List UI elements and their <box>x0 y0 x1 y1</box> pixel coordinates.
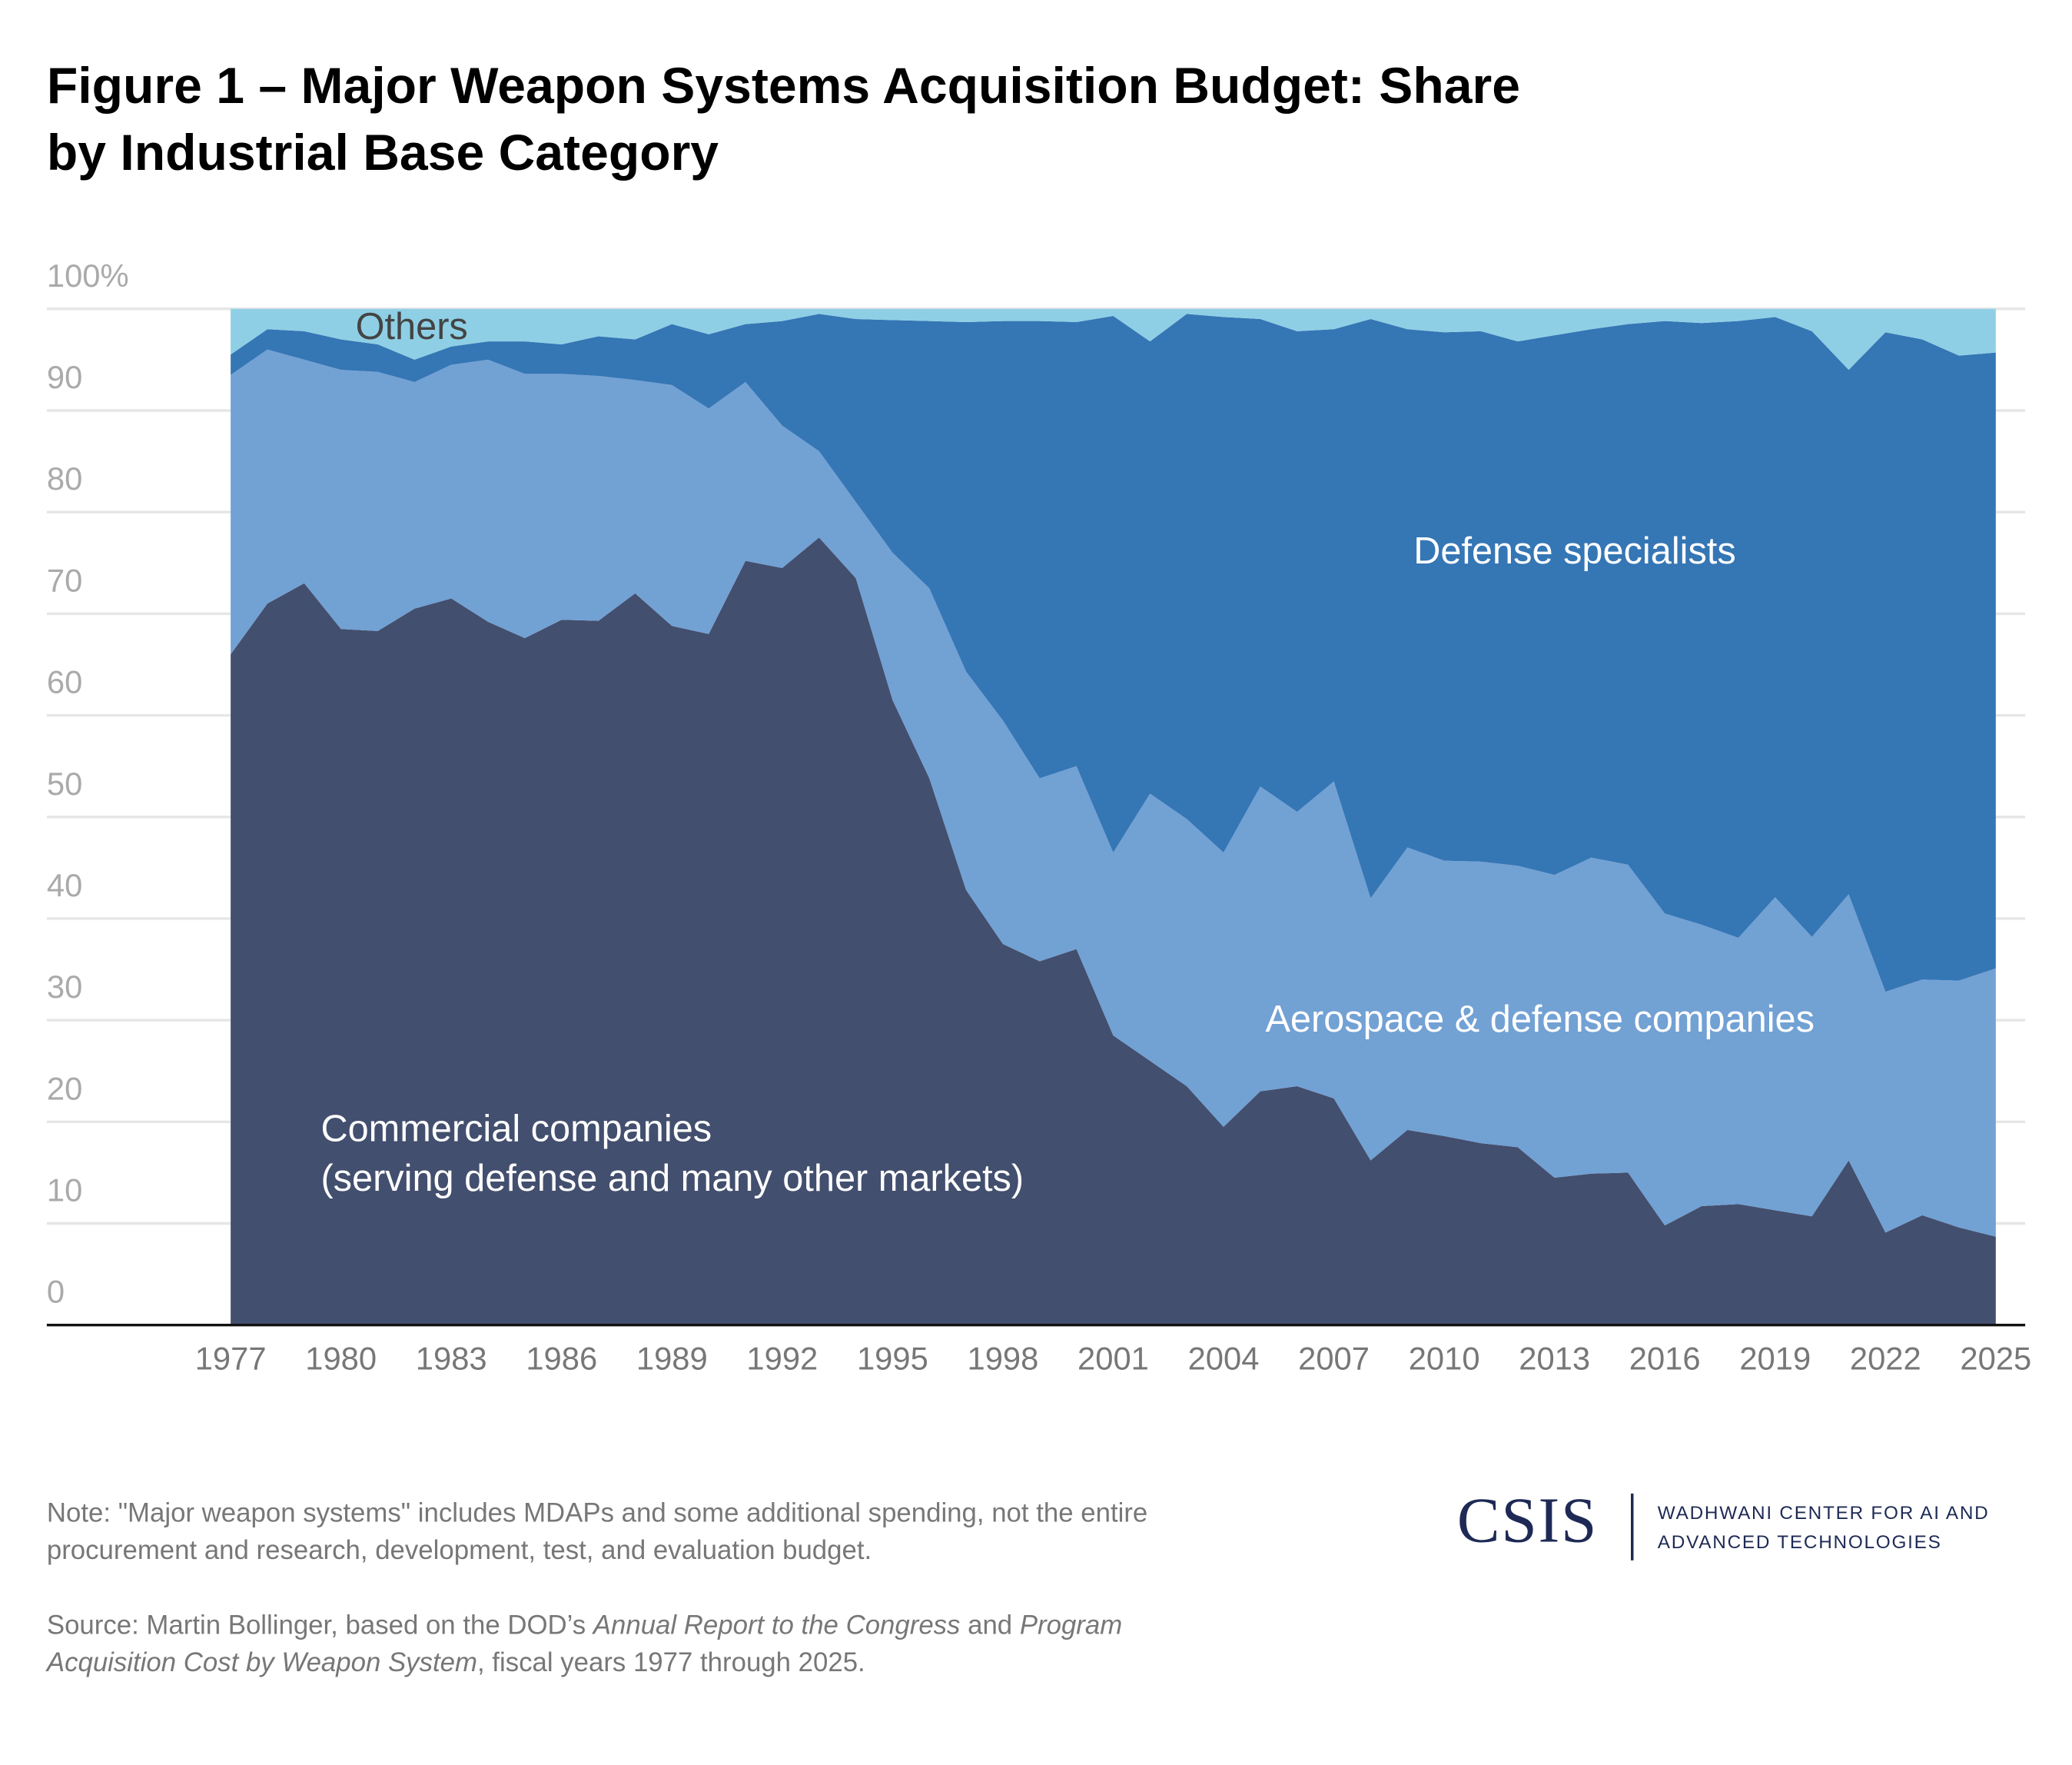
x-tick-label: 1995 <box>857 1341 928 1377</box>
y-tick-label: 20 <box>47 1070 82 1106</box>
y-tick-label: 0 <box>47 1274 65 1310</box>
source-part: , fiscal years 1977 through 2025. <box>476 1648 865 1678</box>
series-label-line: Commercial companies <box>320 1108 712 1149</box>
x-tick-label: 2019 <box>1739 1341 1811 1377</box>
x-tick-label: 1983 <box>416 1341 487 1377</box>
x-tick-label: 2007 <box>1298 1341 1370 1377</box>
source-part: Annual Report to the Congress <box>593 1610 961 1641</box>
logo-name: CSIS <box>1456 1485 1599 1557</box>
chart-title: Figure 1 – Major Weapon Systems Acquisit… <box>46 58 1521 182</box>
series-label-line: Aerospace & defense companies <box>1265 999 1815 1040</box>
logo-center: WADHWANI CENTER FOR AI AND ADVANCED TECH… <box>1657 1501 1990 1553</box>
y-tick-label: 90 <box>47 359 82 395</box>
series-label: Commercial companies (serving defense and… <box>320 1108 1024 1198</box>
area <box>231 308 1996 371</box>
x-tick-label: 1989 <box>636 1341 708 1377</box>
x-tick-label: 1977 <box>195 1341 267 1377</box>
series-label: Others <box>356 306 468 347</box>
x-tick-label: 2022 <box>1850 1341 1921 1377</box>
y-tick-label: 60 <box>47 664 82 700</box>
series-label-line: Others <box>356 306 468 347</box>
logo-divider <box>1631 1493 1634 1561</box>
area <box>231 314 1996 992</box>
x-tick-label: 1998 <box>968 1341 1039 1377</box>
y-tick-label: 30 <box>47 969 82 1005</box>
area <box>231 349 1996 1237</box>
y-tick-label: 10 <box>47 1172 82 1208</box>
x-tick-label: 1986 <box>526 1341 597 1377</box>
x-tick-label: 2010 <box>1409 1341 1480 1377</box>
x-tick-label: 1980 <box>305 1341 377 1377</box>
y-tick-label: 100% <box>47 258 129 294</box>
source-part: Program Acquisition Cost by Weapon Syste… <box>46 1610 1123 1678</box>
source: Source: Martin Bollinger, based on the D… <box>47 1607 1170 1682</box>
y-tick-label: 50 <box>47 766 82 802</box>
x-tick-label: 2016 <box>1629 1341 1701 1377</box>
area <box>231 537 1996 1325</box>
note: Note: "Major weapon systems" includes MD… <box>46 1498 1148 1566</box>
y-tick-label: 40 <box>47 867 82 903</box>
y-tick-label: 70 <box>47 562 82 598</box>
x-tick-label: 1992 <box>746 1341 818 1377</box>
x-tick-label: 2004 <box>1188 1341 1260 1377</box>
x-tick-label: 2025 <box>1960 1341 2031 1377</box>
series-label-line: (serving defense and many other markets) <box>320 1158 1024 1199</box>
x-tick-label: 2001 <box>1078 1341 1149 1377</box>
series-label: Aerospace & defense companies <box>1265 999 1815 1040</box>
x-tick-label: 2013 <box>1519 1341 1590 1377</box>
source-part: Source: Martin Bollinger, based on the D… <box>46 1610 593 1641</box>
series-label-line: Defense specialists <box>1413 530 1735 572</box>
y-tick-label: 80 <box>47 460 82 497</box>
source-part: and <box>960 1610 1020 1641</box>
series-label: Defense specialists <box>1413 530 1735 572</box>
